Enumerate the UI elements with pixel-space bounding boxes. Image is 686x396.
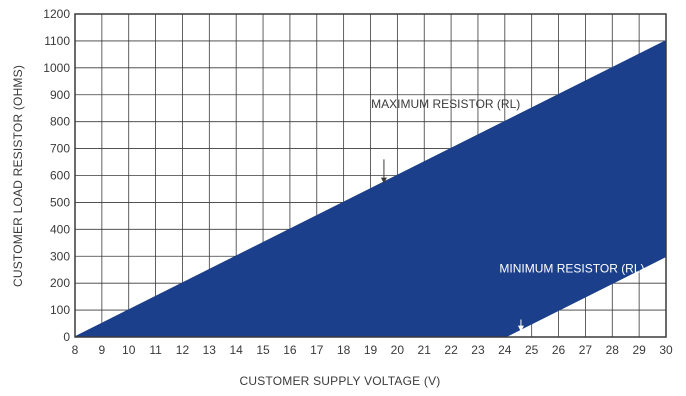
- x-tick-label: 22: [444, 343, 458, 357]
- x-axis-ticks: 8 9 10 11 12 13 14 15 16 17 18 19 20 21 22 23 24 25 26 27 28…: [72, 343, 673, 357]
- y-tick-label: 900: [50, 88, 70, 102]
- annotations: MAXIMUM RESISTOR (RL) MINIMUM RESISTOR (R…: [371, 97, 645, 332]
- x-tick-label: 8: [72, 343, 79, 357]
- y-axis-ticks: 0 100 200 300 400 500 600 700 800 900 1000 1100 1200: [43, 7, 70, 344]
- x-tick-label: 19: [364, 343, 378, 357]
- y-tick-label: 1000: [43, 61, 70, 75]
- x-axis-title: CUSTOMER SUPPLY VOLTAGE (V): [240, 374, 441, 388]
- plot-frame: [74, 13, 667, 338]
- x-tick-label: 15: [256, 343, 270, 357]
- x-tick-label: 29: [632, 343, 646, 357]
- x-tick-label: 27: [579, 343, 593, 357]
- x-tick-label: 10: [122, 343, 136, 357]
- y-tick-label: 300: [50, 249, 70, 263]
- x-tick-label: 24: [498, 343, 512, 357]
- y-tick-label: 400: [50, 222, 70, 236]
- x-tick-label: 26: [552, 343, 566, 357]
- plot-border: [74, 13, 667, 338]
- x-tick-label: 12: [176, 343, 190, 357]
- y-tick-label: 100: [50, 303, 70, 317]
- annotation-label: MINIMUM RESISTOR (RL): [499, 261, 644, 275]
- annotation-label: MAXIMUM RESISTOR (RL): [371, 97, 520, 111]
- y-axis-title: CUSTOMER LOAD RESISTOR (OHMS): [11, 65, 25, 287]
- x-tick-label: 13: [203, 343, 217, 357]
- x-tick-label: 11: [149, 343, 162, 357]
- y-tick-label: 800: [50, 115, 70, 129]
- x-tick-label: 28: [606, 343, 620, 357]
- x-tick-label: 23: [471, 343, 485, 357]
- y-tick-label: 600: [50, 169, 70, 183]
- x-tick-label: 14: [230, 343, 244, 357]
- x-tick-label: 21: [418, 343, 432, 357]
- series-line-1: [504, 255, 667, 338]
- x-tick-label: 9: [99, 343, 106, 357]
- x-tick-label: 25: [525, 343, 539, 357]
- x-tick-label: 16: [283, 343, 297, 357]
- x-tick-label: 30: [659, 343, 673, 357]
- series-line-0: [74, 40, 667, 338]
- y-tick-label: 500: [50, 195, 70, 209]
- y-tick-label: 1100: [44, 34, 70, 48]
- x-tick-label: 18: [337, 343, 351, 357]
- y-tick-label: 1200: [43, 7, 70, 21]
- annotation-arrow-head: [517, 325, 524, 332]
- y-tick-label: 0: [63, 330, 70, 344]
- x-tick-label: 17: [310, 343, 324, 357]
- y-tick-label: 700: [50, 142, 70, 156]
- x-tick-label: 20: [391, 343, 405, 357]
- annotation-arrow-head: [380, 177, 387, 184]
- y-tick-label: 200: [50, 276, 70, 290]
